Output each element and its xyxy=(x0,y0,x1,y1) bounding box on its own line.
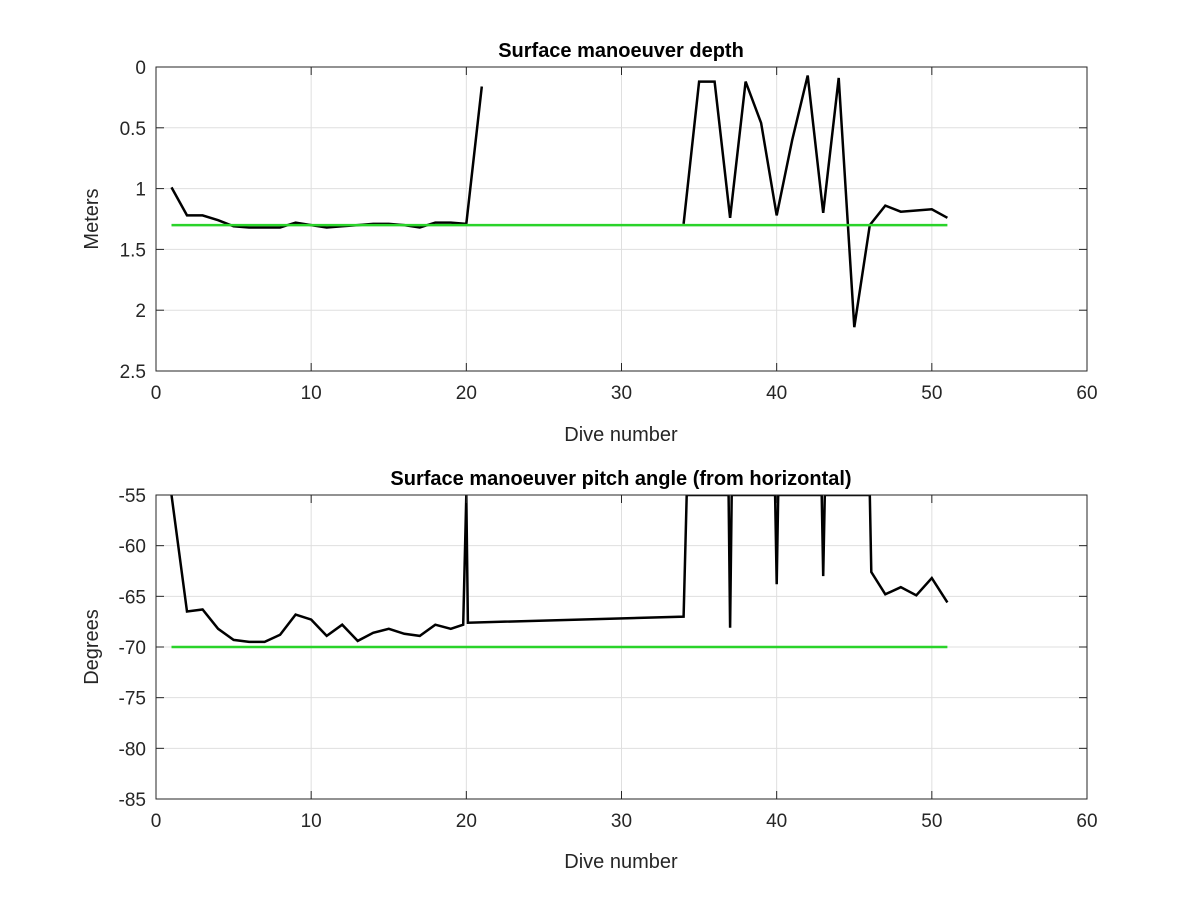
pitch-axes: 0 10 20 30 40 50 60 -85 -80 -75 -70 -65 -60 -55 Surfa… xyxy=(81,468,1098,873)
pitch-x-tick-label: 20 xyxy=(456,811,477,832)
depth-series-0-line xyxy=(682,75,948,328)
depth-y-tick-label: 2 xyxy=(135,301,146,322)
pitch-y-tick-label: -75 xyxy=(119,689,146,710)
depth-axes: 0 10 20 30 40 50 60 0 0.5 1 1.5 2 2.5 Surface manoeu… xyxy=(81,40,1098,446)
depth-x-tick-label: 30 xyxy=(611,383,632,404)
depth-x-tick-label: 50 xyxy=(921,383,942,404)
pitch-y-tick-label: -80 xyxy=(119,739,146,760)
depth-chart-title: Surface manoeuver depth xyxy=(498,40,744,62)
pitch-x-axis-label: Dive number xyxy=(564,851,678,873)
pitch-x-tick-label: 10 xyxy=(301,811,322,832)
depth-x-tick-label: 60 xyxy=(1076,383,1097,404)
pitch-ticks: 0 10 20 30 40 50 60 -85 -80 -75 -70 -65 -60 -55 xyxy=(119,486,1098,832)
depth-series xyxy=(170,75,948,328)
depth-ticks: 0 10 20 30 40 50 60 0 0.5 1 1.5 2 2.5 xyxy=(120,58,1098,404)
pitch-series-0-line xyxy=(170,495,949,644)
pitch-y-tick-label: -60 xyxy=(119,537,146,558)
pitch-x-tick-label: 40 xyxy=(766,811,787,832)
depth-x-axis-label: Dive number xyxy=(564,424,678,446)
depth-y-tick-label: 0.5 xyxy=(120,119,146,140)
depth-y-tick-label: 2.5 xyxy=(120,362,146,383)
depth-x-tick-label: 10 xyxy=(301,383,322,404)
depth-x-tick-label: 40 xyxy=(766,383,787,404)
depth-y-axis-label: Meters xyxy=(81,188,103,249)
depth-y-tick-label: 0 xyxy=(135,58,146,79)
pitch-x-tick-label: 60 xyxy=(1076,811,1097,832)
pitch-chart-title: Surface manoeuver pitch angle (from hori… xyxy=(390,468,851,490)
depth-x-tick-label: 20 xyxy=(456,383,477,404)
pitch-y-tick-label: -70 xyxy=(119,638,146,659)
pitch-x-tick-label: 30 xyxy=(611,811,632,832)
pitch-x-tick-label: 50 xyxy=(921,811,942,832)
pitch-y-tick-label: -85 xyxy=(119,790,146,811)
depth-y-tick-label: 1 xyxy=(135,180,146,201)
depth-x-tick-label: 0 xyxy=(151,383,162,404)
pitch-x-tick-label: 0 xyxy=(151,811,162,832)
pitch-series xyxy=(170,495,949,649)
pitch-y-tick-label: -65 xyxy=(119,587,146,608)
pitch-y-axis-label: Degrees xyxy=(81,609,103,685)
depth-y-tick-label: 1.5 xyxy=(120,240,146,261)
pitch-y-tick-label: -55 xyxy=(119,486,146,507)
